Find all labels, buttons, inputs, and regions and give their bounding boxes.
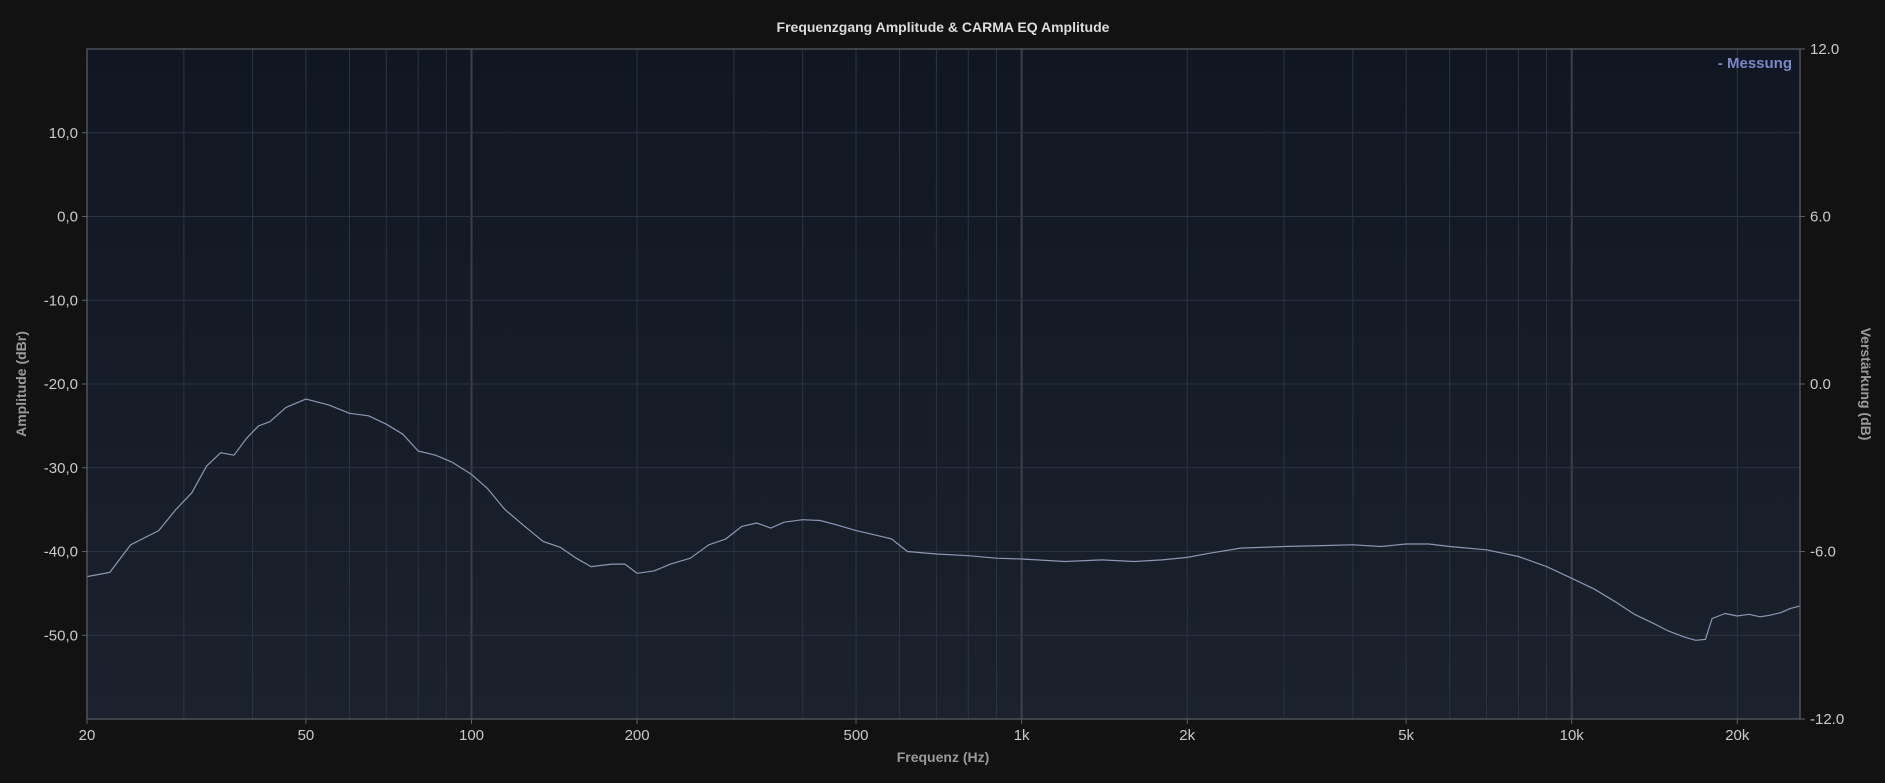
x-tick-label: 20k — [1725, 727, 1750, 744]
x-tick-label: 1k — [1014, 727, 1030, 744]
grid-lines — [87, 49, 1800, 719]
y-right-tick-label: 6.0 — [1810, 209, 1831, 226]
x-tick-label: 10k — [1560, 727, 1585, 744]
y-tick-label: -20,0 — [44, 376, 78, 393]
chart-title: Frequenzgang Amplitude & CARMA EQ Amplit… — [777, 19, 1110, 35]
y-tick-label: -10,0 — [44, 292, 78, 309]
y-tick-label: -40,0 — [44, 544, 78, 561]
y-tick-label: -50,0 — [44, 627, 78, 644]
legend-entry-messung[interactable]: - Messung — [1718, 55, 1792, 72]
y-axis-right-title: Verstärkung (dB) — [1858, 328, 1874, 441]
y-right-tick-label: -6.0 — [1810, 544, 1836, 561]
x-tick-label: 100 — [459, 727, 484, 744]
x-tick-label: 2k — [1179, 727, 1195, 744]
x-axis: 20 50 100 200 500 1k 2k 5k 10k 20k — [79, 719, 1750, 744]
y-tick-label: 0,0 — [57, 209, 78, 226]
x-tick-label: 20 — [79, 727, 96, 744]
y-tick-label: 10,0 — [49, 125, 78, 142]
y-right-tick-label: 12.0 — [1810, 41, 1839, 58]
y-axis-right: 12.0 6.0 0.0 -6.0 -12.0 — [1800, 41, 1844, 728]
series-line-messung[interactable] — [86, 398, 1801, 641]
y-axis-left-title: Amplitude (dBr) — [13, 331, 29, 437]
x-tick-label: 500 — [844, 727, 869, 744]
y-axis-left: 10,0 0,0 -10,0 -20,0 -30,0 -40,0 -50,0 — [44, 125, 87, 644]
x-tick-label: 50 — [298, 727, 315, 744]
series-layer — [86, 398, 1801, 641]
x-axis-title: Frequenz (Hz) — [897, 749, 990, 765]
y-tick-label: -30,0 — [44, 460, 78, 477]
y-right-tick-label: 0.0 — [1810, 376, 1831, 393]
x-tick-label: 200 — [625, 727, 650, 744]
x-tick-label: 5k — [1398, 727, 1414, 744]
y-right-tick-label: -12.0 — [1810, 711, 1844, 728]
